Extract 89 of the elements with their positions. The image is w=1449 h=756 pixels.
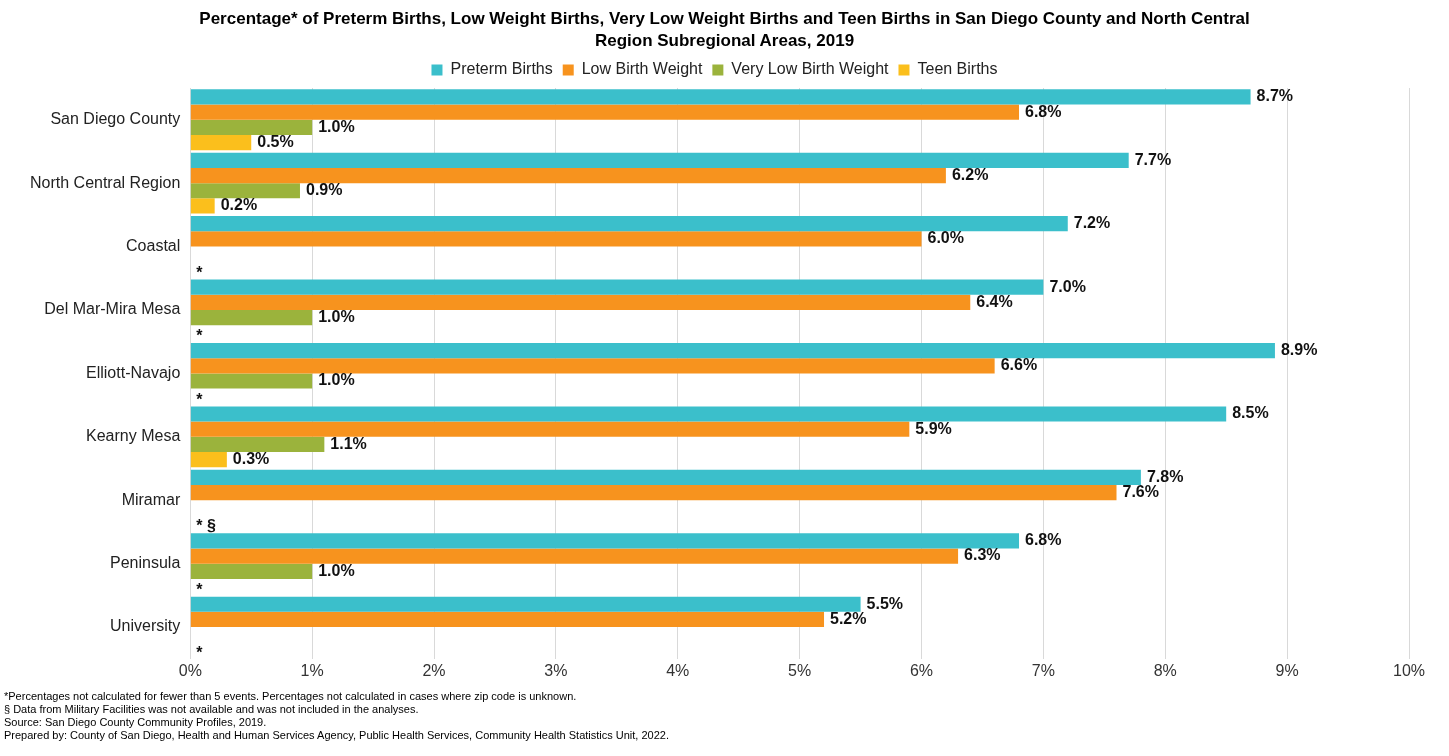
bar bbox=[190, 406, 1227, 422]
source-note: Source: San Diego County Community Profiles, 2019. bbox=[4, 716, 268, 729]
text: * bbox=[196, 580, 203, 598]
bar bbox=[190, 104, 1020, 120]
bar bbox=[190, 198, 215, 214]
data-label: 7.8% bbox=[1146, 467, 1184, 485]
data-label: 7.7% bbox=[1134, 150, 1172, 168]
bar bbox=[190, 342, 1275, 359]
bar bbox=[190, 294, 971, 310]
bar bbox=[190, 373, 313, 389]
chart-title: Percentage* of Preterm Births, Low Weight Births, Very Low Weight Births and Teen Births in San Diego County and North Central Region Subregional Areas, 2019 bbox=[198, 8, 1251, 52]
data-label: 6.8% bbox=[1025, 531, 1062, 549]
data-label: 8.7% bbox=[1256, 87, 1294, 105]
x-tick-label: 7% bbox=[1031, 661, 1055, 679]
y-tick-label: University bbox=[110, 617, 181, 635]
bar bbox=[190, 167, 946, 184]
bar bbox=[190, 596, 861, 612]
legend-label: Very Low Birth Weight bbox=[731, 60, 890, 78]
legend-label: Preterm Births bbox=[450, 60, 553, 78]
text: * bbox=[196, 327, 203, 345]
x-tick-label: 4% bbox=[666, 661, 690, 679]
x-tick-label: 9% bbox=[1275, 661, 1299, 679]
text: * § bbox=[196, 517, 216, 535]
data-label: 1.0% bbox=[318, 371, 355, 389]
data-label: 7.6% bbox=[1122, 483, 1159, 501]
x-tick-label: 10% bbox=[1392, 661, 1426, 679]
bar bbox=[190, 119, 313, 135]
x-tick-label: 3% bbox=[544, 661, 568, 679]
bar bbox=[190, 134, 252, 151]
data-label: 0.5% bbox=[257, 132, 294, 150]
bar bbox=[190, 436, 325, 453]
bar bbox=[190, 563, 313, 579]
x-tick-label: 5% bbox=[788, 661, 812, 679]
data-label: 8.9% bbox=[1280, 340, 1318, 358]
y-tick-label: Peninsula bbox=[110, 554, 181, 572]
text: *Percentages not calculated for fewer than 5 events. Percentages not calculated in cases where zip code is unknown. bbox=[4, 690, 578, 703]
x-tick-label: 1% bbox=[300, 661, 324, 679]
data-label: 6.3% bbox=[964, 546, 1001, 564]
bar bbox=[190, 421, 910, 437]
data-label: 1.0% bbox=[318, 117, 355, 135]
bar bbox=[190, 309, 313, 326]
bar bbox=[190, 89, 1251, 105]
bar bbox=[190, 183, 300, 199]
bar bbox=[190, 548, 959, 564]
text: * bbox=[196, 263, 203, 281]
legend-label: Teen Births bbox=[917, 60, 998, 78]
text: * bbox=[196, 390, 203, 408]
data-label: 5.5% bbox=[866, 594, 904, 612]
data-label: 6.0% bbox=[927, 229, 964, 247]
x-tick-label: 6% bbox=[909, 661, 934, 679]
x-tick-label: 8% bbox=[1153, 661, 1177, 679]
bar bbox=[190, 231, 922, 247]
data-label: 1.1% bbox=[330, 434, 367, 452]
bar bbox=[190, 469, 1141, 486]
bar bbox=[190, 358, 995, 374]
bar bbox=[190, 611, 825, 628]
data-label: 7.2% bbox=[1073, 214, 1111, 232]
legend-label: Low Birth Weight bbox=[581, 60, 703, 78]
bar bbox=[190, 452, 227, 468]
bar bbox=[190, 279, 1044, 295]
bar bbox=[190, 485, 1117, 501]
data-label: 8.5% bbox=[1232, 404, 1269, 422]
y-tick-label: Miramar bbox=[121, 490, 181, 508]
y-tick-label: Coastal bbox=[126, 236, 181, 254]
data-label: 6.2% bbox=[951, 165, 989, 183]
text: § Data from Military Facilities was not available and was not included in the analyses. bbox=[4, 703, 420, 716]
data-label: 0.3% bbox=[232, 450, 270, 468]
text: * bbox=[196, 644, 203, 662]
data-label: 7.0% bbox=[1049, 277, 1086, 295]
data-label: 5.9% bbox=[915, 419, 952, 437]
y-tick-label: Del Mar-Mira Mesa bbox=[44, 300, 181, 318]
data-label: 1.0% bbox=[318, 307, 355, 325]
y-tick-label: North Central Region bbox=[30, 173, 181, 191]
x-tick-label: 2% bbox=[422, 661, 446, 679]
data-label: 0.2% bbox=[220, 196, 258, 214]
y-tick-label: Elliott-Navajo bbox=[86, 363, 181, 381]
data-label: 5.2% bbox=[830, 609, 867, 627]
data-label: 6.4% bbox=[976, 292, 1013, 310]
y-tick-label: San Diego County bbox=[50, 110, 181, 128]
y-tick-label: Kearny Mesa bbox=[86, 427, 181, 445]
text: Prepared by: County of San Diego, Health and Human Services Agency, Public Health Services, Community Health Statistics Unit, 2022. bbox=[4, 729, 670, 742]
data-label: 0.9% bbox=[305, 181, 343, 199]
data-label: 6.6% bbox=[1000, 356, 1038, 374]
data-label: 1.0% bbox=[318, 561, 355, 579]
bar bbox=[190, 216, 1068, 232]
bar bbox=[190, 152, 1129, 168]
data-label: 6.8% bbox=[1025, 102, 1062, 120]
x-tick-label: 0% bbox=[178, 661, 202, 679]
bar bbox=[190, 533, 1020, 549]
